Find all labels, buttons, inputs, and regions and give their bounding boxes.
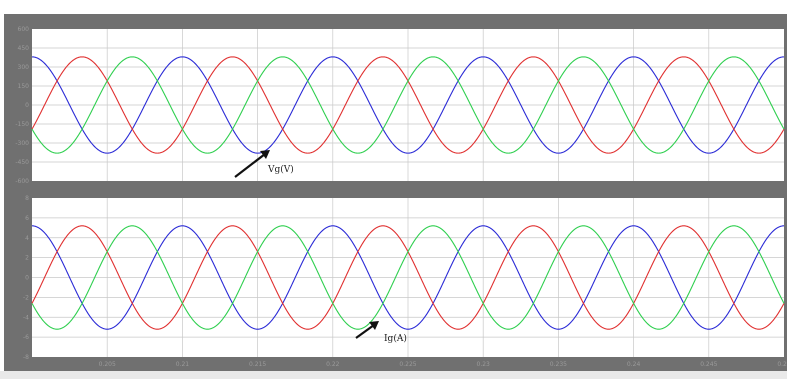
current-annotation: Ig(A)	[384, 333, 407, 344]
x-tick-label: 0.245	[700, 361, 717, 368]
y-tick-label: -4	[23, 314, 29, 321]
y-tick-label: 450	[18, 45, 30, 52]
current-pointer-arrow	[355, 321, 379, 339]
y-tick-label: 0	[25, 102, 29, 109]
x-tick-label: 0.23	[477, 361, 491, 368]
current-series	[31, 225, 785, 330]
x-tick-label: 0.24	[627, 361, 641, 368]
y-tick-label: 6	[25, 215, 29, 222]
x-tick-label: 0.235	[550, 361, 567, 368]
y-tick-label: 8	[25, 195, 29, 202]
current-yticks: -8 -6 -4 -2 0 2 4 6 8	[23, 195, 29, 361]
x-tick-label: 0.225	[399, 361, 416, 368]
x-tick-label: 0.21	[176, 361, 190, 368]
y-tick-label: -150	[15, 121, 29, 128]
voltage-pointer-arrow	[234, 150, 270, 178]
y-tick-label: 4	[25, 235, 29, 242]
y-tick-label: -300	[15, 140, 29, 147]
y-tick-label: 150	[18, 83, 30, 90]
y-tick-label: -6	[23, 334, 29, 341]
current-grid	[32, 198, 784, 357]
y-tick-label: -450	[15, 159, 29, 166]
y-tick-label: 2	[25, 255, 29, 262]
y-tick-label: 300	[18, 64, 30, 71]
series-line-3	[31, 56, 785, 154]
voltage-plot: -600 -450 -300 -150 0 150 300 450 600 Vg(V)	[15, 26, 785, 185]
series-line-3	[31, 225, 785, 330]
voltage-yticks: -600 -450 -300 -150 0 150 300 450 600	[15, 26, 29, 185]
x-tick-label: 0.215	[249, 361, 266, 368]
current-xticks: 0.205 0.21 0.215 0.22 0.225 0.23 0.235 0.24 0.24…	[99, 361, 787, 368]
y-tick-label: 600	[18, 26, 30, 33]
figure-bottom-strip	[0, 371, 787, 379]
y-tick-label: -8	[23, 354, 29, 361]
voltage-annotation: Vg(V)	[267, 164, 294, 175]
x-tick-label: 0.25	[777, 361, 787, 368]
x-tick-label: 0.22	[326, 361, 340, 368]
voltage-series	[31, 56, 785, 154]
y-tick-label: -600	[15, 178, 29, 185]
voltage-grid	[32, 29, 784, 181]
y-tick-label: -2	[23, 294, 29, 301]
y-tick-label: 0	[25, 275, 29, 282]
x-tick-label: 0.205	[99, 361, 116, 368]
